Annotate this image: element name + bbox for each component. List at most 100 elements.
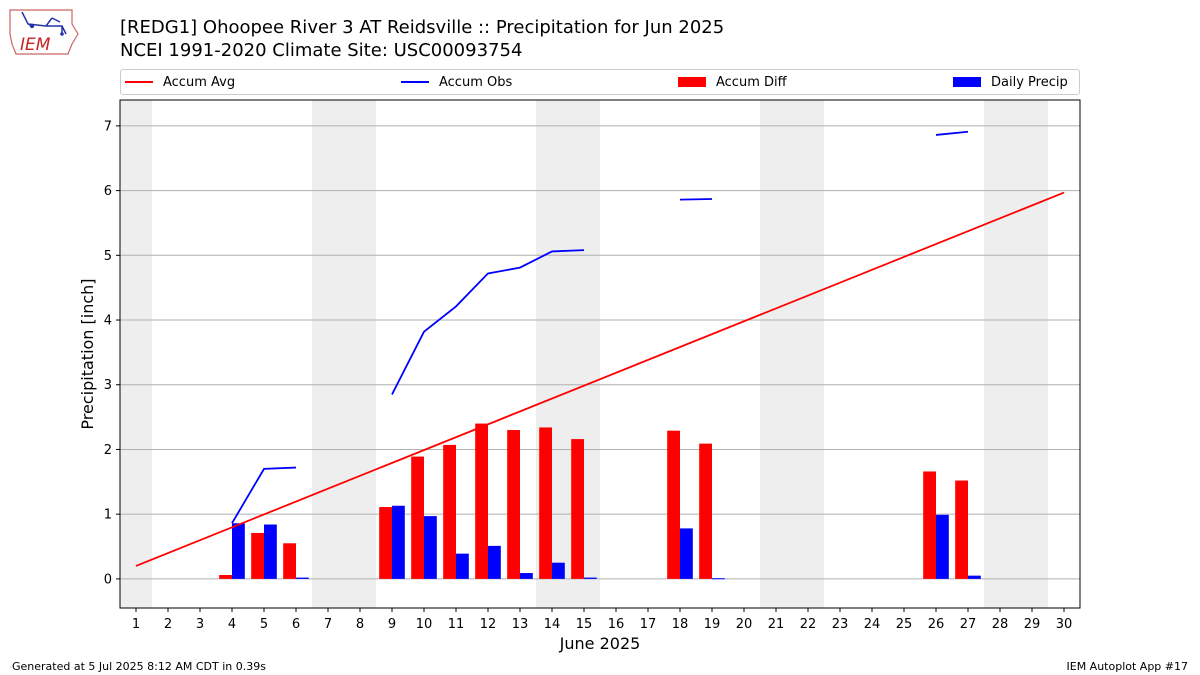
daily-precip-bar-day-5 (264, 524, 277, 579)
x-tick-label-3: 3 (196, 617, 204, 632)
x-tick-label-2: 2 (164, 617, 172, 632)
x-tick-label-13: 13 (512, 617, 529, 632)
accum-diff-bar-day-6 (283, 543, 296, 579)
daily-precip-bar-day-9 (392, 505, 405, 579)
chart-subtitle: NCEI 1991-2020 Climate Site: USC00093754 (120, 40, 523, 61)
generated-timestamp: Generated at 5 Jul 2025 8:12 AM CDT in 0… (12, 660, 266, 673)
line-series (135, 130, 1065, 567)
logo-text: IEM (20, 35, 51, 55)
weekend-band-day-8 (344, 100, 376, 608)
legend-item-accum-obs: Accum Obs (401, 70, 512, 94)
accum-diff-bar-day-27 (955, 480, 968, 579)
x-tick-label-27: 27 (960, 617, 977, 632)
accum-diff-bar-day-26 (923, 471, 936, 579)
weekend-band-day-28 (984, 100, 1016, 608)
x-axis-label: June 2025 (559, 634, 641, 653)
iem-logo: IEM (6, 4, 82, 60)
x-tick-label-25: 25 (896, 617, 913, 632)
x-tick-label-21: 21 (768, 617, 785, 632)
daily-precip-bar-day-19 (712, 578, 725, 580)
daily-precip-bar-day-12 (488, 545, 501, 579)
daily-precip-bar-day-14 (552, 562, 565, 579)
daily-precip-bar-day-15 (584, 577, 597, 579)
y-tick-label-4: 4 (104, 314, 112, 329)
y-tick-label-0: 0 (104, 572, 112, 587)
weekend-band-day-22 (792, 100, 824, 608)
bar-series (219, 423, 981, 580)
accum-obs-line-segment-3 (679, 198, 713, 201)
daily-precip-bar-day-11 (456, 553, 469, 579)
x-tick-label-10: 10 (416, 617, 433, 632)
x-tick-label-7: 7 (324, 617, 332, 632)
accum-obs-line-segment-1 (231, 466, 297, 524)
app-credit: IEM Autoplot App #17 (1066, 660, 1189, 673)
x-tick-label-12: 12 (480, 617, 497, 632)
x-tick-label-15: 15 (576, 617, 593, 632)
x-tick-label-26: 26 (928, 617, 945, 632)
x-tick-label-16: 16 (608, 617, 625, 632)
accum-diff-bar-day-19 (699, 443, 712, 579)
legend-swatch-accum-obs (401, 81, 429, 83)
x-tick-label-30: 30 (1056, 617, 1073, 632)
accum-diff-bar-day-5 (251, 532, 264, 579)
chart-legend: Accum Avg Accum Obs Accum Diff Daily Pre… (120, 69, 1080, 95)
weekend-band-day-1 (120, 100, 152, 608)
y-tick-label-1: 1 (104, 508, 112, 523)
accum-diff-bar-day-10 (411, 456, 424, 579)
daily-precip-bar-day-27 (968, 575, 981, 579)
x-tick-label-8: 8 (356, 617, 364, 632)
legend-label-accum-diff: Accum Diff (716, 74, 787, 90)
daily-precip-bar-day-18 (680, 528, 693, 579)
x-tick-label-22: 22 (800, 617, 817, 632)
daily-precip-bar-day-13 (520, 573, 533, 579)
y-tick-label-3: 3 (104, 378, 112, 393)
x-tick-label-17: 17 (640, 617, 657, 632)
accum-diff-bar-day-13 (507, 430, 520, 579)
iowa-map-icon: IEM (9, 9, 79, 55)
y-tick-label-2: 2 (104, 443, 112, 458)
plot-frame (119, 99, 1081, 609)
y-gridlines (120, 125, 1080, 580)
x-tick-label-6: 6 (292, 617, 300, 632)
x-tick-label-9: 9 (388, 617, 396, 632)
daily-precip-bar-day-26 (936, 514, 949, 579)
accum-obs-line-segment-4 (935, 130, 969, 136)
x-tick-label-19: 19 (704, 617, 721, 632)
y-tick-label-7: 7 (104, 119, 112, 134)
y-tick-label-6: 6 (104, 184, 112, 199)
x-tick-label-23: 23 (832, 617, 849, 632)
daily-precip-bar-day-6 (296, 577, 309, 579)
legend-label-daily-precip: Daily Precip (991, 74, 1068, 90)
accum-avg-line (135, 191, 1065, 567)
legend-item-daily-precip: Daily Precip (953, 70, 1068, 94)
weekend-band-day-21 (760, 100, 792, 608)
x-tick-label-1: 1 (132, 617, 140, 632)
daily-precip-bar-day-10 (424, 516, 437, 579)
legend-swatch-accum-avg (125, 81, 153, 83)
accum-diff-bar-day-15 (571, 439, 584, 579)
x-tick-label-18: 18 (672, 617, 689, 632)
x-tick-label-29: 29 (1024, 617, 1041, 632)
x-tick-label-11: 11 (448, 617, 465, 632)
accum-diff-bar-day-12 (475, 423, 488, 579)
legend-item-accum-diff: Accum Diff (678, 70, 787, 94)
accum-diff-bar-day-4 (219, 574, 232, 579)
legend-label-accum-obs: Accum Obs (439, 74, 513, 90)
x-tick-label-4: 4 (228, 617, 236, 632)
y-tick-label-5: 5 (104, 249, 112, 264)
x-tick-label-28: 28 (992, 617, 1009, 632)
x-tick-label-14: 14 (544, 617, 561, 632)
x-tick-label-5: 5 (260, 617, 268, 632)
accum-diff-bar-day-11 (443, 444, 456, 579)
legend-swatch-daily-precip (953, 77, 981, 87)
weekend-band-day-29 (1016, 100, 1048, 608)
x-tick-label-20: 20 (736, 617, 753, 632)
y-axis-label: Precipitation [inch] (78, 278, 97, 429)
accum-diff-bar-day-9 (379, 507, 392, 579)
accum-diff-bar-day-18 (667, 430, 680, 579)
weekend-band-day-7 (312, 100, 344, 608)
legend-swatch-accum-diff (678, 77, 706, 87)
legend-item-accum-avg: Accum Avg (125, 70, 235, 94)
